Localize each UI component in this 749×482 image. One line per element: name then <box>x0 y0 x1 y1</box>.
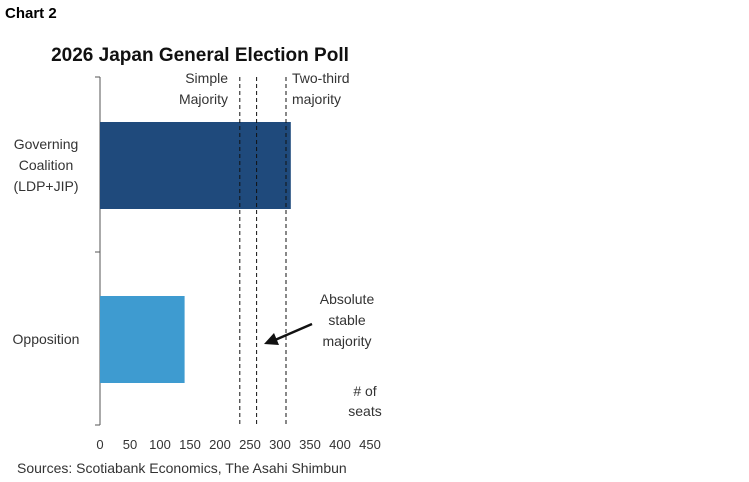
x-tick-label: 300 <box>269 437 291 452</box>
two-third-majority-label: Two-third majority <box>292 70 350 107</box>
x-tick-label: 250 <box>239 437 261 452</box>
absolute-stable-majority-label: Absolute stable majority <box>320 291 375 349</box>
x-tick-label: 50 <box>123 437 137 452</box>
bar-governing-coalition <box>100 122 291 209</box>
category-label: Opposition <box>13 331 80 347</box>
x-tick-label: 100 <box>149 437 171 452</box>
simple-majority-label: Simple Majority <box>179 70 228 107</box>
chart-number-label: Chart 2 <box>5 5 57 22</box>
x-tick-label: 0 <box>96 437 103 452</box>
x-tick-label: 350 <box>299 437 321 452</box>
x-tick-label: 150 <box>179 437 201 452</box>
chart-title: 2026 Japan General Election Poll <box>51 45 349 66</box>
x-tick-label: 200 <box>209 437 231 452</box>
bar-opposition <box>100 296 185 383</box>
x-tick-label: 450 <box>359 437 381 452</box>
category-label: Governing Coalition (LDP+JIP) <box>14 136 79 194</box>
arrow-shaft <box>274 322 313 342</box>
x-tick-label: 400 <box>329 437 351 452</box>
plot-area: Governing Coalition (LDP+JIP) Opposition Sim… <box>13 70 382 452</box>
arrow-head <box>264 333 279 345</box>
source-note: Sources: Scotiabank Economics, The Asahi… <box>17 460 347 476</box>
x-axis-label: # of seats <box>348 383 381 419</box>
